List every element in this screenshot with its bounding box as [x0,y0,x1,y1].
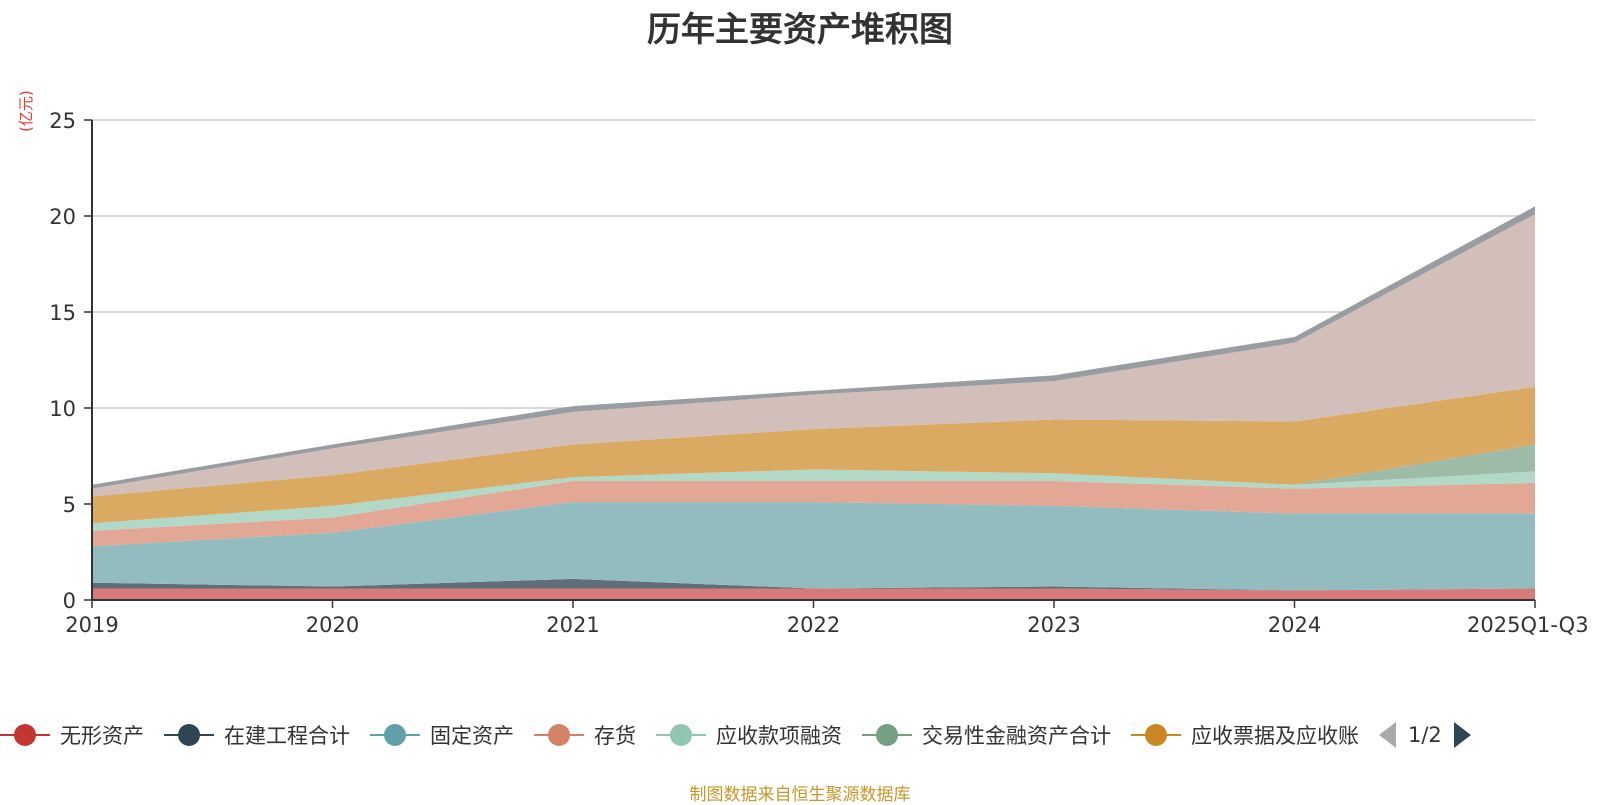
chart-canvas: 0 5 10 15 20 25 2019 2020 2021 2022 2023 2024 2025Q1… [49,109,1588,637]
legend-marker-icon [0,723,50,747]
legend-marker-icon [370,723,420,747]
legend-item[interactable]: 存货 [534,720,636,750]
x-tick-label: 2022 [787,613,840,637]
legend-pager: 1/2 [1379,722,1471,748]
area-series-3[interactable] [92,502,1535,591]
legend-item[interactable]: 在建工程合计 [164,720,350,750]
legend-label: 应收款项融资 [716,724,842,748]
legend-label: 应收票据及应收账 [1191,724,1359,748]
legend-label: 无形资产 [60,724,144,748]
x-tick-label: 2020 [306,613,359,637]
x-tick-label: 2019 [65,613,118,637]
area-series-5[interactable] [92,469,1535,531]
legend-item[interactable]: 无形资产 [0,720,144,750]
legend-label: 固定资产 [430,724,514,748]
y-tick-label: 20 [49,205,76,229]
legend-marker-icon [164,723,214,747]
area-series-7[interactable] [92,386,1535,524]
axes: 0 5 10 15 20 25 2019 2020 2021 2022 2023 2024 2025Q1… [49,109,1588,637]
legend-prev-page-icon[interactable] [1379,722,1396,748]
y-tick-label: 10 [49,397,76,421]
area-series-2[interactable] [92,578,1535,591]
legend-item[interactable]: 应收款项融资 [656,720,842,750]
legend-item[interactable]: 交易性金融资产合计 [862,720,1111,750]
area-series-8[interactable] [92,214,1535,497]
x-tick-label: 2025Q1-Q3 [1467,613,1589,637]
legend-marker-icon [1131,723,1181,747]
legend-page-indicator: 1/2 [1408,723,1442,747]
data-source-note: 制图数据来自恒生聚源数据库 [689,785,911,805]
area-series-4[interactable] [92,480,1535,547]
area-series-1[interactable] [92,588,1535,600]
legend-label: 存货 [594,724,636,748]
legend-item[interactable]: 固定资产 [370,720,514,750]
y-tick-label: 15 [49,301,76,325]
x-tick-label: 2024 [1268,613,1321,637]
y-tick-label: 0 [63,589,76,613]
legend-next-page-icon[interactable] [1453,722,1471,748]
legend-marker-icon [534,723,584,747]
legend: 无形资产 在建工程合计 固定资产 存货 应收款项融资 交易性金融资产合计 应收票据及应收账 1… [0,718,1600,752]
legend-marker-icon [656,723,706,747]
legend-label: 交易性金融资产合计 [922,724,1111,748]
chart-title: 历年主要资产堆积图 [647,10,953,50]
x-tick-label: 2023 [1027,613,1080,637]
y-tick-label: 5 [63,493,76,517]
legend-marker-icon [862,723,912,747]
stacked-areas [92,206,1535,600]
legend-label: 在建工程合计 [224,724,350,748]
x-tick-label: 2021 [546,613,599,637]
area-series-9[interactable] [92,206,1535,489]
legend-item[interactable]: 应收票据及应收账 [1131,720,1359,750]
y-tick-label: 25 [49,109,76,133]
